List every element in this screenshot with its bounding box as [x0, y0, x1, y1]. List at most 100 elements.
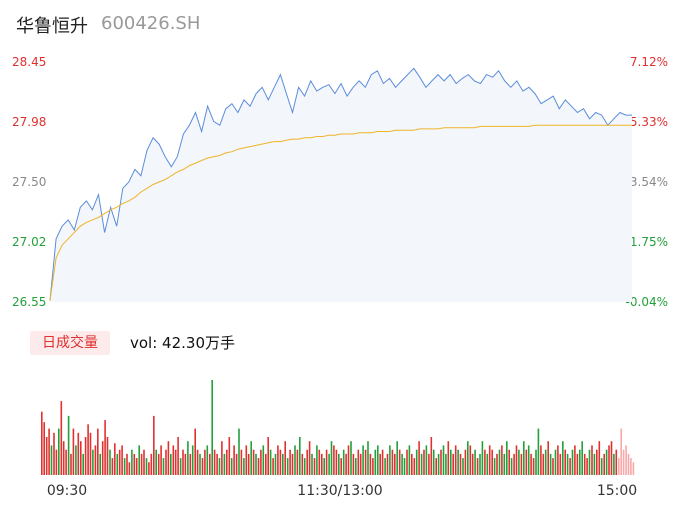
volume-bar — [615, 449, 618, 475]
volume-bar — [486, 453, 489, 475]
volume-bar — [50, 445, 53, 475]
volume-bar — [138, 445, 140, 475]
volume-bar — [58, 428, 60, 475]
volume-bar — [157, 453, 160, 475]
volume-bar — [53, 432, 55, 475]
volume-bar — [299, 437, 301, 475]
volume-bar — [579, 449, 581, 475]
volume-bar — [408, 445, 411, 475]
volume-bar — [284, 441, 286, 475]
average-line — [49, 124, 632, 301]
volume-bar — [474, 449, 476, 475]
y-right-tick: -0.04% — [626, 295, 668, 309]
volume-bar — [613, 453, 615, 475]
volume-bar — [576, 453, 579, 475]
volume-bar — [70, 453, 72, 475]
volume-bar — [94, 445, 97, 475]
volume-bar — [523, 441, 525, 475]
volume-bar — [389, 445, 391, 475]
volume-bar — [189, 453, 192, 475]
volume-bar — [598, 441, 601, 475]
volume-bar — [121, 445, 123, 475]
volume-bar — [350, 441, 352, 475]
volume-bar — [476, 458, 479, 475]
volume-bar — [311, 453, 313, 475]
volume-bar — [233, 445, 235, 475]
volume-bar — [187, 441, 189, 475]
volume-bar — [503, 453, 506, 475]
volume-bar — [481, 441, 484, 475]
volume-bar — [588, 449, 591, 475]
volume-bar — [496, 453, 498, 475]
volume-bar — [340, 458, 342, 475]
volume-bar — [518, 449, 520, 475]
volume-bar — [452, 453, 454, 475]
volume-bar — [145, 458, 148, 475]
volume-bar — [65, 449, 67, 475]
volume-bar — [569, 458, 571, 475]
volume-bar — [537, 428, 540, 475]
volume-bar — [62, 441, 65, 475]
volume-bar — [471, 453, 474, 475]
volume-bar — [603, 453, 605, 475]
y-left-tick: 27.50 — [12, 175, 46, 189]
volume-bar — [583, 453, 586, 475]
volume-bar — [406, 449, 408, 475]
volume-bar — [118, 449, 121, 475]
volume-bar — [206, 445, 209, 475]
volume-bar — [306, 449, 308, 475]
volume-bar — [328, 453, 330, 475]
volume-bar — [282, 453, 284, 475]
volume-bar — [467, 441, 469, 475]
volume-bar — [170, 453, 172, 475]
volume-bar — [294, 445, 296, 475]
volume-bar — [289, 449, 291, 475]
volume-bar — [179, 458, 182, 475]
volume-bar — [493, 458, 496, 475]
volume-bar — [630, 458, 632, 475]
volume-bar — [413, 458, 416, 475]
volume-bar — [501, 445, 503, 475]
volume-bar — [301, 453, 304, 475]
volume-bar — [269, 449, 272, 475]
volume-bar — [364, 449, 367, 475]
volume-bar — [262, 445, 265, 475]
volume-bar — [213, 449, 216, 475]
volume-bar — [201, 458, 204, 475]
volume-bar — [101, 441, 104, 475]
volume-bar — [48, 428, 50, 475]
volume-bar — [153, 415, 155, 475]
volume-bar — [401, 453, 403, 475]
volume-bar — [196, 449, 199, 475]
volume-bar — [286, 458, 289, 475]
y-left-tick: 28.45 — [12, 55, 46, 69]
y-right-tick: 5.33% — [630, 115, 668, 129]
volume-bar — [177, 437, 179, 475]
volume-bar — [605, 449, 608, 475]
volume-bar — [97, 428, 99, 475]
x-tick: 15:00 — [597, 483, 637, 499]
volume-bar — [527, 445, 530, 475]
volume-bar — [627, 453, 630, 475]
volume-bar — [535, 449, 537, 475]
volume-bar — [338, 453, 340, 475]
volume-bar — [174, 449, 177, 475]
volume-bar — [150, 453, 153, 475]
volume-bar — [357, 449, 360, 475]
volume-bar — [506, 441, 508, 475]
volume-bar — [133, 453, 136, 475]
price-line — [49, 67, 632, 301]
volume-bar — [155, 449, 157, 475]
volume-bar — [184, 453, 187, 475]
volume-bar — [374, 449, 377, 475]
volume-bar — [440, 449, 442, 475]
volume-tab[interactable]: 日成交量 — [30, 331, 110, 355]
y-left-tick: 27.98 — [12, 115, 46, 129]
volume-bar — [111, 458, 114, 475]
volume-bar — [520, 453, 523, 475]
volume-bar — [104, 420, 106, 475]
volume-bar — [82, 453, 84, 475]
volume-bar — [72, 428, 75, 475]
volume-bar — [60, 401, 63, 475]
